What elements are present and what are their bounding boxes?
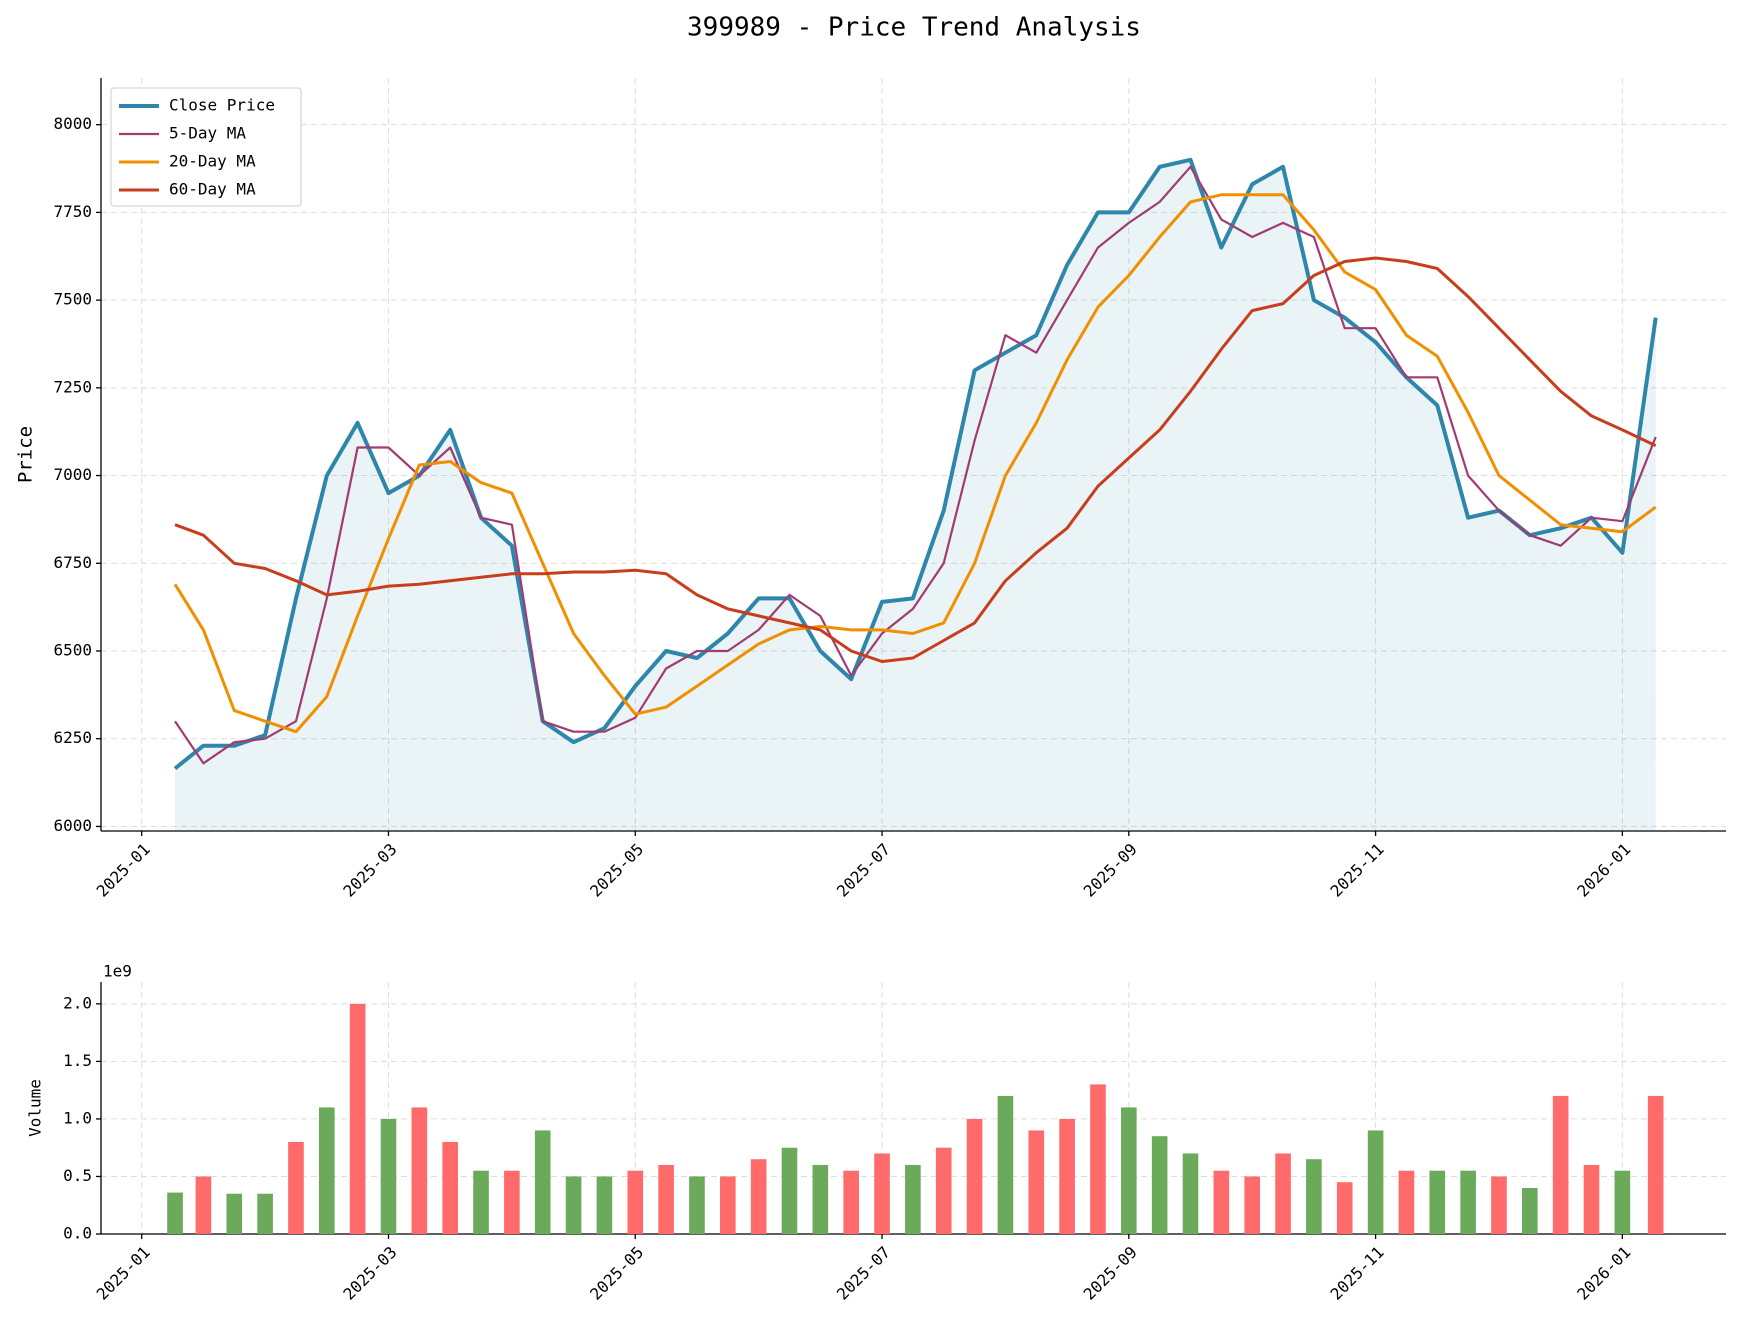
- chart-title: 399989 - Price Trend Analysis: [687, 13, 1141, 43]
- bar: [843, 1170, 859, 1234]
- bar: [966, 1118, 983, 1234]
- bar: [257, 1193, 273, 1234]
- legend-label: 20-Day MA: [169, 152, 256, 171]
- bar: [1522, 1187, 1538, 1234]
- bar: [318, 1107, 335, 1234]
- bar: [1614, 1170, 1631, 1234]
- bar: [534, 1130, 551, 1234]
- bar: [1491, 1176, 1507, 1234]
- bar: [349, 1003, 366, 1234]
- bar: [658, 1164, 674, 1234]
- bar: [1429, 1170, 1446, 1234]
- x-tick-label: 2025-03: [339, 840, 400, 901]
- x-tick-label: 2026-01: [1573, 1243, 1634, 1304]
- bar: [750, 1159, 767, 1234]
- bar: [689, 1176, 705, 1234]
- bar: [1647, 1095, 1664, 1234]
- bar: [167, 1192, 183, 1234]
- bar: [874, 1153, 890, 1234]
- bar: [935, 1147, 952, 1234]
- bar: [1552, 1095, 1569, 1234]
- bar: [1306, 1159, 1322, 1234]
- bar: [1182, 1153, 1199, 1234]
- bar: [226, 1193, 243, 1234]
- bar: [1398, 1170, 1415, 1234]
- y-tick-label: 6750: [53, 553, 92, 572]
- line: [173, 193, 1657, 734]
- bar: [1059, 1118, 1075, 1234]
- bar: [380, 1118, 397, 1234]
- x-tick-label: 2025-07: [833, 840, 894, 901]
- x-tick-label: 2025-11: [1326, 840, 1387, 901]
- y-tick-label: 0.0: [63, 1224, 92, 1243]
- bar: [1090, 1084, 1106, 1234]
- offset-label: 1e9: [103, 962, 132, 981]
- bar: [1244, 1176, 1261, 1234]
- y-tick-label: 6500: [53, 640, 92, 659]
- bar: [1275, 1153, 1291, 1234]
- area: [175, 159, 1656, 832]
- x-tick-label: 2025-03: [339, 1243, 400, 1304]
- y-tick-label: 6000: [53, 816, 92, 835]
- y-tick-label: 7000: [53, 465, 92, 484]
- x-tick-label: 2025-05: [586, 1243, 647, 1304]
- x-tick-label: 2025-07: [833, 1243, 894, 1304]
- x-tick-label: 2025-11: [1326, 1243, 1387, 1304]
- bar: [442, 1141, 458, 1234]
- legend-label: 60-Day MA: [169, 180, 256, 199]
- bar: [997, 1095, 1014, 1234]
- x-tick-label: 2026-01: [1573, 840, 1634, 901]
- y-tick-label: 2.0: [63, 993, 92, 1012]
- y-tick-label: 7250: [53, 377, 92, 396]
- x-tick-label: 2025-09: [1080, 1243, 1141, 1304]
- bar: [565, 1176, 582, 1234]
- legend-label: Close Price: [169, 96, 275, 115]
- y-axis-label: Price: [15, 426, 37, 483]
- bar: [1121, 1107, 1137, 1234]
- y-tick-label: 6250: [53, 728, 92, 747]
- bar: [596, 1176, 613, 1234]
- bar: [1213, 1170, 1230, 1234]
- y-tick-label: 0.5: [63, 1166, 92, 1185]
- y-tick-label: 7500: [53, 290, 92, 309]
- y-tick-label: 8000: [53, 114, 92, 133]
- bar: [719, 1176, 736, 1234]
- x-tick-label: 2025-09: [1080, 840, 1141, 901]
- legend-box: [110, 87, 302, 207]
- bar: [473, 1170, 489, 1234]
- x-tick-label: 2025-01: [93, 1243, 154, 1304]
- x-tick-label: 2025-05: [586, 840, 647, 901]
- x-tick-label: 2025-01: [93, 840, 154, 901]
- legend-label: 5-Day MA: [169, 124, 246, 143]
- bar: [1367, 1130, 1384, 1234]
- bar: [905, 1164, 921, 1234]
- y-axis-label: Volume: [26, 1079, 45, 1137]
- bar: [411, 1107, 428, 1234]
- bar: [1336, 1182, 1353, 1234]
- y-tick-label: 7750: [53, 202, 92, 221]
- bar: [288, 1141, 304, 1234]
- line: [174, 256, 1657, 663]
- y-tick-label: 1.0: [63, 1108, 92, 1127]
- bar: [1460, 1170, 1476, 1234]
- y-tick-label: 1.5: [63, 1051, 92, 1070]
- line: [174, 165, 1657, 765]
- bar: [1028, 1130, 1045, 1234]
- bar: [781, 1147, 798, 1234]
- bar: [812, 1164, 829, 1234]
- bar: [504, 1170, 520, 1234]
- bar: [195, 1176, 212, 1234]
- bar: [627, 1170, 644, 1234]
- bar: [1151, 1136, 1168, 1234]
- bar: [1583, 1164, 1600, 1234]
